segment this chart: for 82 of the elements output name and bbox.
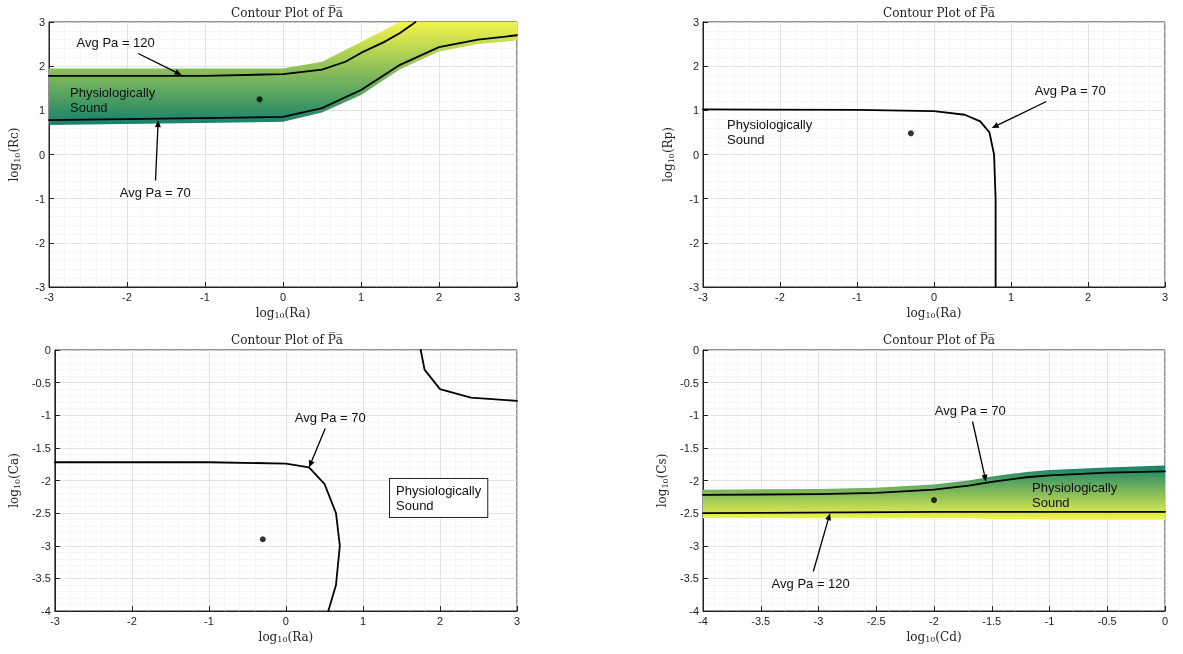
- y-tick-label: -0.5: [680, 376, 699, 389]
- y-tick-label: -1: [41, 409, 51, 422]
- y-tick-label: -2: [41, 474, 51, 487]
- x-tick-label: -3: [49, 614, 60, 627]
- chart-title: Contour Plot of P̅a̅: [883, 331, 995, 347]
- y-tick-label: -3: [35, 281, 45, 293]
- x-tick-label: 0: [282, 614, 289, 627]
- x-tick-label: 1: [1007, 290, 1015, 303]
- x-tick-label: 2: [1084, 290, 1092, 303]
- annotation: Physiologically Sound: [396, 483, 482, 513]
- annotation: Avg Pa = 120: [76, 34, 155, 50]
- x-tick-label: 0: [279, 290, 287, 303]
- y-tick-label: 2: [38, 60, 45, 73]
- x-tick-label: 0: [930, 290, 938, 303]
- x-tick-label: -2: [126, 614, 137, 627]
- x-tick-label: -1: [1044, 614, 1055, 627]
- y-tick-label: -1: [35, 192, 45, 205]
- y-tick-label: 0: [44, 344, 51, 356]
- x-tick-label: -2: [122, 290, 132, 303]
- line-series: [702, 470, 1166, 496]
- annotation: Avg Pa = 70: [119, 184, 191, 200]
- x-tick-label: 1: [359, 614, 367, 627]
- y-tick-label: -1.5: [680, 441, 699, 454]
- x-tick-label: 1: [357, 290, 365, 303]
- y-axis-title: log10(Ca): [7, 453, 22, 508]
- y-tick-label: -2.5: [680, 507, 699, 520]
- y-tick-label: -2: [689, 474, 699, 487]
- y-axis-title: log10(Rc): [7, 127, 22, 182]
- y-tick-label: 0: [692, 148, 699, 161]
- line-series: [702, 108, 997, 288]
- y-tick-label: 3: [38, 16, 45, 28]
- y-tick-label: -4: [689, 605, 699, 617]
- x-tick-label: -3.5: [751, 614, 771, 627]
- x-tick-label: 0: [1161, 614, 1169, 627]
- y-tick-label: -1: [689, 409, 699, 422]
- y-tick-label: -3: [689, 281, 699, 293]
- y-axis-title: log10(Rp): [661, 126, 676, 182]
- x-tick-label: -1.5: [982, 614, 1002, 627]
- y-tick-label: -3: [689, 539, 699, 552]
- annotation: Physiologically Sound: [727, 117, 813, 147]
- annotation: Avg Pa = 70: [1034, 82, 1106, 98]
- line-series: [48, 21, 417, 77]
- x-tick-label: 3: [513, 290, 521, 303]
- y-tick-label: -2: [35, 236, 45, 249]
- x-tick-label: 3: [513, 614, 521, 627]
- annotation: Physiologically Sound: [70, 85, 156, 115]
- y-tick-label: -2.5: [31, 507, 51, 520]
- x-tick-label: -2: [775, 290, 785, 303]
- y-tick-label: 3: [692, 16, 699, 28]
- x-tick-label: -2.5: [866, 614, 886, 627]
- y-tick-label: 0: [692, 344, 699, 356]
- annotation: Avg Pa = 120: [771, 575, 850, 591]
- y-tick-label: -3.5: [31, 572, 51, 585]
- y-axis-title: log10(Cs): [655, 453, 670, 508]
- line-series: [53, 461, 341, 612]
- y-tick-label: 0: [38, 148, 45, 161]
- chart-title: Contour Plot of P̅a̅: [231, 4, 343, 20]
- line-series: [419, 349, 518, 402]
- x-tick-label: -0.5: [1097, 614, 1117, 627]
- y-tick-label: -1: [689, 192, 699, 205]
- y-tick-label: 1: [38, 104, 45, 117]
- annotation: Avg Pa = 70: [294, 409, 366, 425]
- y-tick-label: 1: [692, 104, 699, 117]
- x-tick-label: 3: [1161, 290, 1169, 303]
- annotation: Avg Pa = 70: [934, 402, 1006, 418]
- y-tick-label: -3: [41, 539, 51, 552]
- chart-title: Contour Plot of P̅a̅: [231, 331, 343, 347]
- x-tick-label: 2: [436, 614, 444, 627]
- x-tick-label: 2: [435, 290, 443, 303]
- x-tick-label: -3: [813, 614, 824, 627]
- x-tick-label: -1: [200, 290, 210, 303]
- y-tick-label: -3.5: [680, 572, 699, 585]
- chart-title: Contour Plot of P̅a̅: [883, 4, 995, 20]
- y-tick-label: 2: [692, 60, 699, 73]
- annotation: Physiologically Sound: [1032, 480, 1118, 510]
- x-tick-label: -1: [204, 614, 214, 627]
- y-tick-label: -2: [689, 236, 699, 249]
- y-tick-label: -4: [41, 605, 51, 617]
- y-tick-label: -1.5: [31, 441, 51, 454]
- x-tick-label: -2: [929, 614, 939, 627]
- y-tick-label: -0.5: [31, 376, 51, 389]
- x-tick-label: -1: [852, 290, 862, 303]
